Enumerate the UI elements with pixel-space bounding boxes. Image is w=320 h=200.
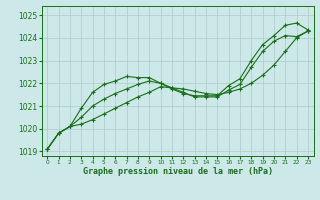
- X-axis label: Graphe pression niveau de la mer (hPa): Graphe pression niveau de la mer (hPa): [83, 167, 273, 176]
